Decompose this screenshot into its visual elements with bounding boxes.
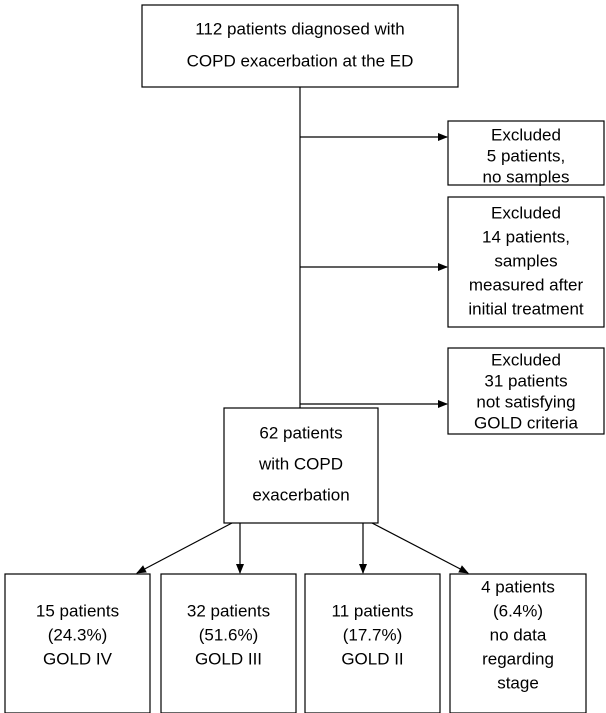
box-text: 32 patients xyxy=(187,601,270,620)
box-text: not satisfying xyxy=(476,392,575,411)
box-text: GOLD II xyxy=(341,649,403,668)
box xyxy=(447,347,605,435)
box-text: 31 patients xyxy=(484,371,567,390)
box-text: 5 patients, xyxy=(487,146,565,165)
box-text: 4 patients xyxy=(481,577,555,596)
box-text: (24.3%) xyxy=(48,625,108,644)
arrow xyxy=(371,522,469,574)
box xyxy=(449,573,587,713)
box xyxy=(160,573,297,713)
box xyxy=(447,120,605,186)
box xyxy=(223,407,379,524)
box-text: GOLD III xyxy=(195,649,262,668)
box-text: samples xyxy=(494,251,557,270)
box xyxy=(4,573,151,713)
boxes: 112 patients diagnosed with COPD exacerba… xyxy=(4,4,605,713)
box xyxy=(141,4,459,88)
box-text: (51.6%) xyxy=(199,625,259,644)
box-text: 15 patients xyxy=(36,601,119,620)
box-text: stage xyxy=(497,673,539,692)
box-text: with COPD xyxy=(258,454,343,473)
box-text: Excluded xyxy=(491,203,561,222)
box-text: Excluded xyxy=(491,125,561,144)
box-text: measured after xyxy=(469,275,584,294)
box-text: GOLD criteria xyxy=(474,413,578,432)
box-text: (17.7%) xyxy=(343,625,403,644)
box-text: regarding xyxy=(482,649,554,668)
box-text: exacerbation xyxy=(252,485,349,504)
box-text: GOLD IV xyxy=(43,649,113,668)
box-text: Excluded xyxy=(491,350,561,369)
arrow xyxy=(136,522,233,574)
box-text: 62 patients xyxy=(259,423,342,442)
connectors xyxy=(136,87,469,574)
box-text: 112 patients diagnosed with xyxy=(195,19,405,38)
box-text: no samples xyxy=(483,167,570,186)
box xyxy=(447,196,605,328)
box-text: (6.4%) xyxy=(493,601,543,620)
box-text: initial treatment xyxy=(468,299,584,318)
box xyxy=(304,573,441,713)
box-text: 11 patients xyxy=(332,601,414,620)
box-text: 14 patients, xyxy=(482,227,570,246)
box-text: no data xyxy=(490,625,547,644)
box-text: COPD exacerbation at the ED xyxy=(187,51,414,70)
